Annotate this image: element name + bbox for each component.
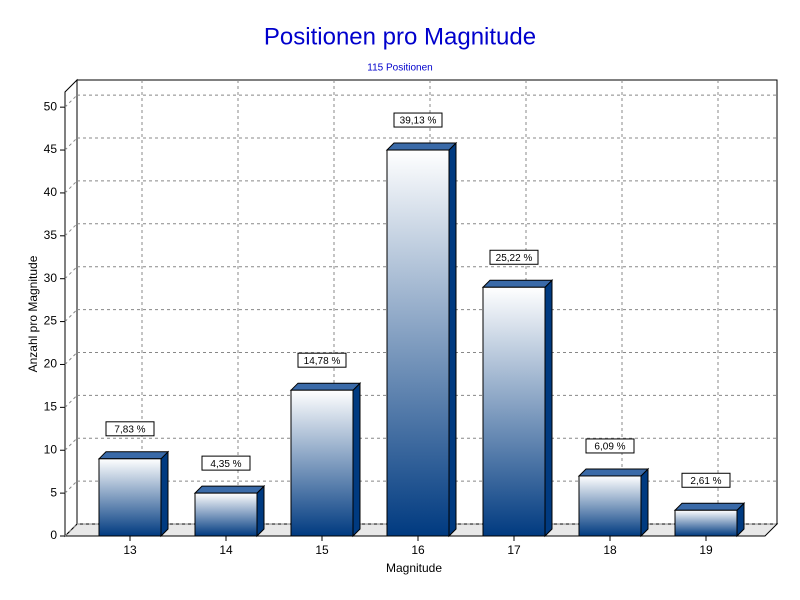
data-label: 14,78 % (304, 356, 341, 367)
y-tick-label: 25 (44, 314, 58, 328)
y-tick-label: 35 (44, 228, 58, 242)
bar (482, 286, 546, 537)
y-tick-label: 40 (44, 185, 58, 199)
bar-side (640, 467, 649, 538)
data-label-box (393, 112, 443, 128)
x-tick-label: 18 (603, 543, 617, 557)
bar (386, 149, 450, 537)
chart-title: Positionen pro Magnitude (264, 23, 536, 50)
bar-group (97, 450, 170, 538)
bar-top (289, 382, 362, 391)
bar-group (289, 381, 362, 538)
bar-top (193, 485, 266, 494)
data-label-box (585, 438, 635, 454)
grid-line (64, 309, 78, 322)
x-tick-label: 13 (123, 543, 137, 557)
grid-line (64, 223, 78, 237)
x-tick-label: 17 (507, 543, 521, 557)
bar-side (352, 381, 361, 538)
data-label: 39,13 % (400, 116, 437, 127)
grid-line (64, 266, 78, 280)
bar-group (673, 502, 746, 538)
bar (674, 509, 738, 537)
bar-side (448, 141, 457, 538)
y-tick-label: 45 (44, 142, 58, 156)
grid-line (64, 94, 78, 108)
grid-line (64, 394, 78, 408)
bar (578, 475, 642, 537)
y-tick-label: 30 (44, 271, 58, 285)
y-tick-label: 50 (44, 99, 58, 113)
grid-line (64, 523, 78, 537)
grid-line (64, 137, 78, 151)
bar-top (481, 279, 554, 288)
bar (194, 492, 258, 537)
x-axis-label: Magnitude (386, 561, 442, 575)
bar-side (544, 279, 553, 538)
data-label: 7,83 % (114, 424, 145, 435)
chart-subtitle: 115 Positionen (367, 63, 432, 74)
bar (98, 458, 162, 537)
bar-side (160, 450, 169, 538)
x-tick-label: 16 (411, 543, 425, 557)
y-tick-label: 10 (44, 442, 58, 456)
bar-group (193, 484, 266, 538)
y-tick-label: 20 (44, 357, 58, 371)
x-tick-label: 19 (699, 543, 713, 557)
bar-side (256, 484, 265, 538)
bar-group (385, 141, 458, 538)
y-tick-label: 15 (44, 400, 58, 414)
data-label: 25,22 % (496, 253, 533, 264)
bar-top (97, 451, 170, 460)
y-tick-label: 5 (50, 485, 57, 499)
data-label: 6,09 % (594, 442, 625, 453)
bar-top (673, 502, 746, 511)
data-label-box (297, 352, 347, 368)
y-tick-label: 0 (50, 528, 57, 542)
data-label-box (489, 249, 539, 265)
grid-line (64, 437, 78, 451)
data-label: 4,35 % (210, 459, 241, 470)
data-label: 2,61 % (690, 476, 721, 487)
x-tick-label: 15 (315, 543, 329, 557)
y-axis-label: Anzahl pro Magnitude (26, 255, 40, 372)
bar-group (481, 279, 554, 538)
data-label-box (201, 455, 251, 471)
data-label-box (105, 421, 155, 437)
grid-line (64, 480, 78, 494)
bar (290, 389, 354, 537)
bar-top (577, 468, 650, 477)
data-label-box (681, 472, 731, 488)
bar-top (385, 142, 458, 151)
bar-group (577, 467, 650, 538)
grid-line (64, 180, 78, 194)
x-tick-label: 14 (219, 543, 233, 557)
grid-line (64, 352, 78, 365)
